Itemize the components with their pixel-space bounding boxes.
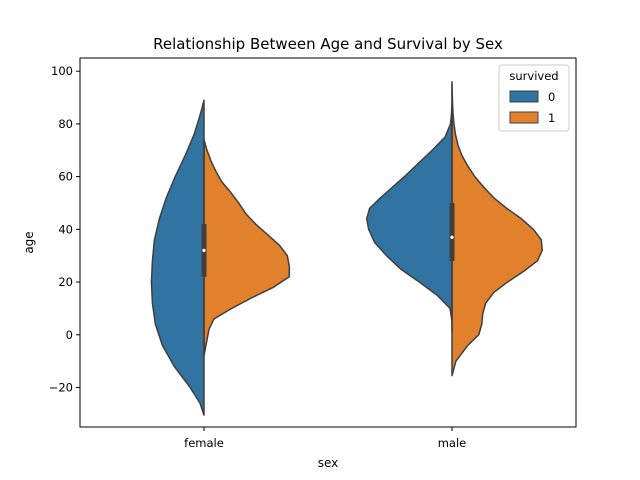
axes-frame	[79, 57, 577, 428]
legend-swatch-0	[509, 90, 539, 103]
y-tick-label: 80	[58, 117, 73, 131]
violins-layer	[150, 80, 544, 416]
y-tick-label: −20	[49, 380, 73, 394]
x-axis: female male	[184, 427, 466, 450]
iqr-box-male	[449, 202, 455, 261]
violin-female-survived-1	[203, 138, 291, 357]
median-marker-female	[202, 248, 206, 253]
legend-title: survived	[509, 69, 558, 83]
legend-swatch-1	[509, 111, 539, 124]
x-axis-label: sex	[318, 456, 339, 470]
x-tick-label-female: female	[184, 436, 224, 450]
violin-male-survived-1	[451, 83, 544, 377]
x-tick-label-male: male	[438, 436, 467, 450]
violin-female-survived-0	[150, 99, 205, 416]
y-axis: −20 0 20 40 60 80 100	[49, 64, 80, 394]
y-axis-label: age	[22, 231, 36, 253]
legend: survived 0 1	[498, 64, 570, 132]
median-marker-male	[450, 235, 454, 239]
legend-label-1: 1	[548, 111, 555, 125]
y-tick-label: 100	[51, 64, 73, 78]
y-tick-label: 20	[58, 275, 73, 289]
boxes-layer	[201, 115, 455, 354]
y-tick-label: 60	[58, 170, 73, 184]
legend-label-0: 0	[548, 90, 555, 104]
y-tick-label: 40	[58, 222, 73, 236]
y-tick-label: 0	[66, 328, 73, 342]
chart-title: Relationship Between Age and Survival by…	[153, 35, 503, 53]
